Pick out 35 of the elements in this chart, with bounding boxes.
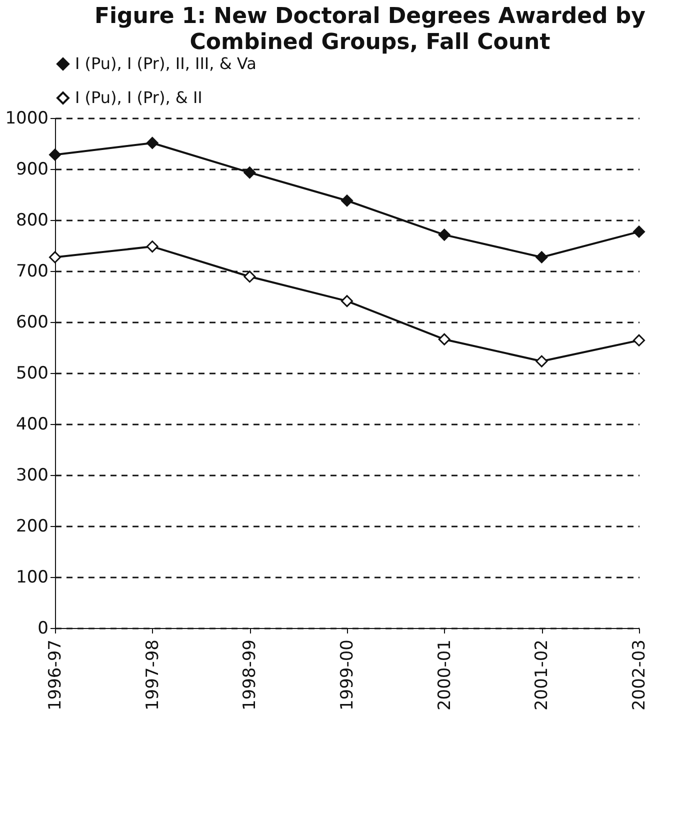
x-tick-label: 2000-01 (434, 640, 455, 711)
y-tick-label: 900 (16, 160, 48, 180)
y-tick-label: 600 (16, 312, 48, 332)
y-tick-label: 800 (16, 210, 48, 230)
y-tick-label: 700 (16, 262, 48, 282)
y-tick-label: 100 (16, 568, 48, 588)
legend-label: I (Pu), I (Pr), II, III, & Va (75, 54, 256, 73)
y-tick-label: 400 (16, 414, 48, 434)
point (341, 295, 353, 308)
y-tick-label: 200 (16, 516, 48, 536)
point (146, 240, 158, 253)
legend-label: I (Pu), I (Pr), & II (75, 88, 202, 107)
point (633, 334, 645, 346)
x-tick-label: 2001-02 (532, 640, 552, 711)
x-tick-label: 1999-00 (338, 640, 358, 711)
point (244, 166, 256, 179)
point (438, 228, 450, 241)
y-tick-label: 500 (16, 364, 48, 384)
point (244, 270, 256, 283)
x-tick-label: 2002-03 (630, 640, 650, 711)
x-tick-label: 1996-97 (46, 640, 66, 711)
point (146, 136, 158, 149)
y-tick-label: 0 (38, 618, 48, 638)
point (536, 355, 548, 368)
point (438, 333, 450, 346)
point (341, 194, 353, 207)
point (536, 251, 548, 264)
point (49, 148, 61, 161)
x-tick-label: 1997-98 (142, 640, 163, 711)
y-tick-label: 1000 (5, 108, 48, 128)
point (633, 226, 645, 238)
x-tick-label: 1998-99 (240, 640, 260, 711)
chart-title: Figure 1: New Doctoral Degrees Awarded by Combined Groups, Fall Count (93, 4, 647, 56)
y-tick-label: 300 (16, 466, 48, 486)
point (49, 251, 61, 264)
